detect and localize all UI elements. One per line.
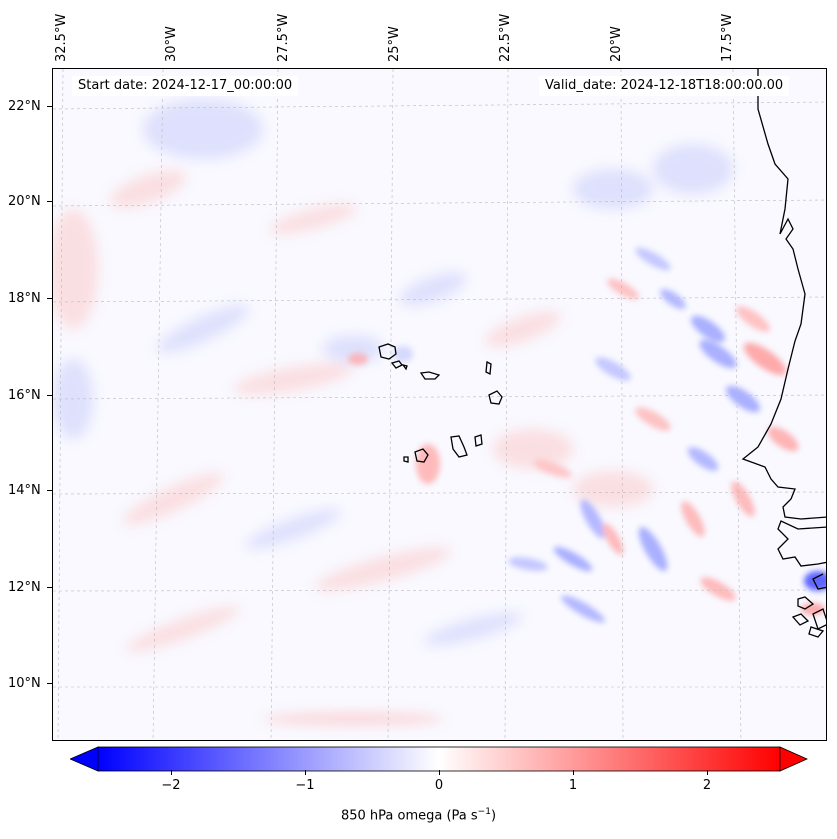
cb-tick-label: 1: [568, 778, 578, 793]
lat-label-10n: 10°N: [8, 676, 41, 691]
lon-label-27-5w: 27.5°W: [276, 13, 291, 62]
lat-tick: [47, 490, 52, 491]
colorbar-label: 850 hPa omega (Pa s−1): [0, 807, 837, 823]
cb-tick-label: −1: [295, 778, 315, 793]
sao-nicolau: [419, 371, 441, 380]
colorbar-extend-low: [70, 746, 99, 772]
colorbar-label-exp: −1: [477, 807, 491, 817]
lat-label-16n: 16°N: [8, 388, 41, 403]
cb-tick-label: −2: [161, 778, 181, 793]
cb-tickmark: [573, 770, 574, 775]
colorbar-extend-high: [779, 746, 808, 772]
lat-tick: [47, 587, 52, 588]
lon-label-25w: 25°W: [387, 26, 402, 62]
lat-tick: [47, 106, 52, 107]
lat-tick: [47, 201, 52, 202]
lat-label-14n: 14°N: [8, 483, 41, 498]
santiago: [450, 435, 468, 458]
mauritania-isl: [401, 363, 408, 371]
lat-tick: [47, 298, 52, 299]
lat-label-20n: 20°N: [8, 194, 41, 209]
valid-date-label: Valid_date: 2024-12-18T18:00:00.00: [539, 76, 790, 96]
africa-coastline: [741, 69, 826, 520]
coastlines: [378, 69, 826, 638]
lon-label-22-5w: 22.5°W: [498, 13, 513, 62]
cb-tickmark: [707, 770, 708, 775]
lon-label-32-5w: 32.5°W: [54, 13, 69, 62]
bijagos-islands: [791, 573, 826, 638]
cb-tick-label: 2: [702, 778, 712, 793]
maio: [474, 434, 483, 447]
boa-vista: [488, 390, 503, 405]
gambia-guinea-coastline: [777, 520, 826, 567]
omega-field-shading: [53, 69, 826, 740]
lat-label-12n: 12°N: [8, 580, 41, 595]
lat-label-22n: 22°N: [8, 99, 41, 114]
lon-label-17-5w: 17.5°W: [720, 13, 735, 62]
graticule: [53, 69, 826, 740]
santo-antao: [378, 343, 397, 360]
cb-tick-label: 0: [434, 778, 444, 793]
sao-vicente: [390, 360, 403, 369]
colorbar-label-close: ): [490, 808, 497, 824]
colorbar-label-text: 850 hPa omega (Pa s: [340, 808, 478, 824]
lat-label-18n: 18°N: [8, 291, 41, 306]
fogo: [414, 448, 429, 463]
cb-tickmark: [439, 770, 440, 775]
lon-label-30w: 30°W: [164, 26, 179, 62]
brava: [403, 456, 409, 463]
map-panel: [52, 68, 827, 741]
cb-tickmark: [305, 770, 306, 775]
start-date-label: Start date: 2024-12-17_00:00:00: [72, 76, 299, 96]
lat-tick: [47, 683, 52, 684]
sal: [485, 360, 492, 376]
colorbar: [70, 746, 808, 772]
lon-label-20w: 20°W: [609, 26, 624, 62]
colorbar-body: [97, 746, 781, 772]
lat-tick: [47, 395, 52, 396]
cb-tickmark: [171, 770, 172, 775]
omega-field-map: [53, 69, 826, 740]
